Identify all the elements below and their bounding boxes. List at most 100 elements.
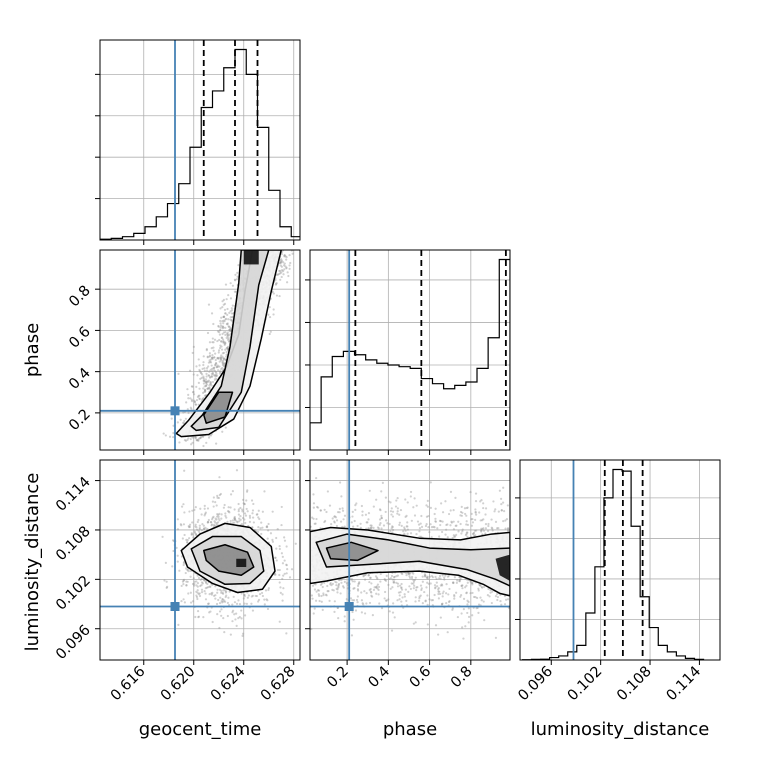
pair-geocent_time-luminosity_distance-point — [257, 600, 260, 603]
pair-geocent_time-luminosity_distance-point — [184, 571, 187, 575]
pair-phase-luminosity_distance-point — [431, 576, 435, 579]
pair-geocent_time-luminosity_distance-point — [238, 517, 241, 520]
pair-phase-luminosity_distance-point — [404, 498, 407, 501]
pair-geocent_time-phase-point — [221, 325, 225, 328]
pair-geocent_time-luminosity_distance-point — [278, 547, 281, 551]
pair-geocent_time-phase-point — [226, 322, 229, 325]
pair-phase-luminosity_distance-point — [465, 584, 468, 587]
pair-phase-luminosity_distance-point — [438, 574, 442, 578]
pair-phase-luminosity_distance-point — [494, 636, 498, 639]
pair-geocent_time-luminosity_distance-point — [225, 590, 228, 593]
pair-geocent_time-phase-point — [274, 282, 278, 285]
pair-phase-luminosity_distance-point — [500, 509, 503, 512]
pair-phase-luminosity_distance-point — [464, 512, 467, 516]
pair-phase-luminosity_distance-point — [474, 596, 477, 599]
pair-phase-luminosity_distance-point — [454, 524, 457, 527]
pair-geocent_time-phase-point — [199, 371, 202, 374]
pair-geocent_time-phase-point — [198, 397, 201, 401]
pair-phase-luminosity_distance-point — [447, 593, 450, 596]
pair-phase-luminosity_distance-point — [457, 520, 460, 523]
pair-phase-luminosity_distance-point — [465, 520, 468, 523]
pair-phase-luminosity_distance-point — [390, 513, 393, 516]
pair-phase-luminosity_distance-point — [439, 577, 442, 580]
pair-geocent_time-phase-point — [210, 375, 214, 378]
pair-geocent_time-luminosity_distance-point — [220, 517, 223, 520]
pair-geocent_time-luminosity_distance-point — [261, 594, 264, 598]
pair-phase-luminosity_distance-point — [479, 500, 482, 503]
pair-phase-luminosity_distance-point — [316, 589, 320, 592]
pair-phase-luminosity_distance-point — [471, 532, 475, 536]
pair-geocent_time-phase-point — [195, 398, 199, 402]
pair-phase-luminosity_distance-point — [484, 523, 488, 526]
pair-geocent_time-luminosity_distance-point — [208, 585, 211, 588]
pair-geocent_time-phase-point — [185, 401, 188, 404]
pair-phase-luminosity_distance-point — [408, 572, 411, 575]
pair-geocent_time-luminosity_distance-point — [214, 524, 217, 527]
pair-geocent_time-phase-point — [229, 326, 232, 329]
pair-phase-luminosity_distance-point — [471, 581, 474, 585]
pair-phase-luminosity_distance-point — [398, 594, 401, 597]
pair-phase-luminosity_distance-point — [350, 578, 353, 581]
pair-geocent_time-phase-point — [201, 373, 204, 376]
pair-geocent_time-phase-point — [209, 361, 213, 364]
pair-geocent_time-phase-point — [272, 313, 275, 316]
pair-geocent_time-phase-point — [199, 436, 202, 440]
pair-phase-luminosity_distance-point — [324, 593, 328, 596]
pair-geocent_time-luminosity_distance-point — [206, 582, 209, 586]
pair-geocent_time-luminosity_distance-point — [196, 610, 200, 613]
pair-geocent_time-luminosity_distance-point — [189, 591, 192, 594]
pair-geocent_time-luminosity_distance-point — [227, 603, 231, 607]
pair-geocent_time-luminosity_distance-point — [216, 494, 219, 497]
pair-geocent_time-luminosity_distance-point — [222, 600, 225, 603]
pair-phase-luminosity_distance-point — [482, 502, 485, 505]
pair-geocent_time-luminosity_distance-point — [281, 555, 284, 558]
pair-phase-luminosity_distance-point — [474, 500, 478, 503]
pair-geocent_time-phase-point — [211, 357, 214, 361]
pair-geocent_time-luminosity_distance-point — [285, 564, 288, 567]
pair-phase-luminosity_distance-point — [375, 592, 378, 595]
pair-geocent_time-phase-point — [177, 372, 180, 375]
pair-phase-luminosity_distance-point — [383, 597, 386, 600]
pair-geocent_time-luminosity_distance-point — [176, 518, 179, 521]
pair-geocent_time-luminosity_distance-point — [214, 501, 217, 504]
pair-phase-luminosity_distance-point — [425, 504, 428, 507]
pair-geocent_time-luminosity_distance-point — [263, 603, 266, 606]
pair-phase-luminosity_distance-point — [500, 503, 503, 506]
pair-phase-luminosity_distance-point — [418, 535, 421, 538]
pair-geocent_time-phase-point — [224, 312, 227, 315]
pair-phase-luminosity_distance-point — [364, 612, 367, 615]
pair-geocent_time-phase-point — [203, 394, 207, 397]
pair-phase-luminosity_distance-point — [459, 510, 463, 514]
pair-geocent_time-luminosity_distance-point — [243, 503, 246, 506]
pair-phase-luminosity_distance-point — [466, 535, 469, 538]
pair-phase-luminosity_distance-point — [467, 621, 470, 624]
pair-geocent_time-phase-point — [183, 439, 187, 442]
pair-phase-luminosity_distance-point — [378, 523, 381, 526]
pair-phase-luminosity_distance-point — [400, 582, 403, 586]
pair-phase-luminosity_distance-point — [423, 575, 427, 578]
pair-geocent_time-phase-point — [221, 327, 224, 330]
pair-geocent_time-phase-point — [215, 442, 218, 445]
pair-geocent_time-phase-point — [222, 362, 225, 365]
pair-geocent_time-phase-point — [217, 351, 220, 354]
pair-geocent_time-luminosity_distance-point — [175, 546, 178, 549]
pair-phase-luminosity_distance-point — [484, 532, 487, 535]
pair-geocent_time-luminosity_distance-point — [176, 528, 180, 531]
pair-phase-luminosity_distance-point — [445, 523, 448, 527]
pair-geocent_time-luminosity_distance-point — [278, 545, 281, 548]
pair-phase-luminosity_distance-truth-marker — [344, 602, 354, 612]
pair-geocent_time-luminosity_distance-point — [182, 578, 186, 581]
pair-geocent_time-luminosity_distance-point — [302, 582, 304, 584]
pair-geocent_time-phase-point — [202, 376, 205, 380]
pair-geocent_time-luminosity_distance-point — [188, 525, 192, 529]
pair-geocent_time-phase-point — [235, 278, 238, 281]
pair-phase-luminosity_distance-point — [351, 580, 354, 583]
pair-geocent_time-luminosity_distance-point — [248, 514, 252, 518]
ytick-label-luminosity_distance: 0.096 — [53, 622, 94, 663]
pair-phase-luminosity_distance-point — [482, 529, 486, 532]
pair-phase-luminosity_distance-point — [456, 579, 459, 582]
pair-phase-luminosity_distance-point — [431, 599, 435, 602]
pair-geocent_time-phase-point — [229, 297, 233, 300]
pair-geocent_time-luminosity_distance-point — [237, 599, 240, 602]
